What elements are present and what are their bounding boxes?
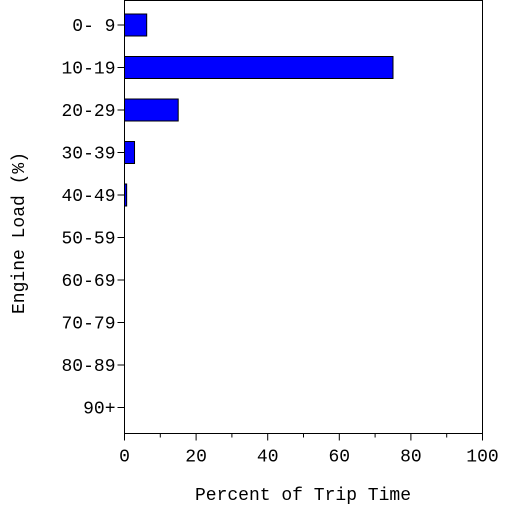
- y-axis: 0- 9 10-19 20-29 30-39 40-49 50-59 60-69 70-79 8…: [61, 17, 125, 420]
- y-tick-label: 30-39: [61, 145, 115, 165]
- bar: [124, 13, 148, 37]
- y-tick-label: 90+: [83, 400, 115, 420]
- y-tick-label: 70-79: [61, 315, 115, 335]
- x-axis-label: Percent of Trip Time: [195, 486, 411, 506]
- x-tick-label: 20: [185, 448, 207, 468]
- bar: [124, 98, 179, 122]
- y-axis-label: Engine Load (%): [10, 152, 30, 314]
- bar: [124, 183, 128, 207]
- y-tick-label: 80-89: [61, 357, 115, 377]
- y-tick-label: 40-49: [61, 187, 115, 207]
- y-tick-label: 20-29: [61, 102, 115, 122]
- y-tick-label: 50-59: [61, 230, 115, 250]
- x-axis: 0 20 40 60 80 100: [119, 433, 499, 468]
- x-tick-label: 100: [466, 448, 498, 468]
- x-tick-label: 80: [400, 448, 422, 468]
- y-tick-label: 10-19: [61, 60, 115, 80]
- y-tick-label: 0- 9: [72, 17, 115, 37]
- bar: [124, 56, 394, 79]
- x-tick-label: 60: [328, 448, 350, 468]
- bars-group: [124, 13, 394, 207]
- bar: [124, 141, 136, 164]
- x-tick-label: 40: [257, 448, 279, 468]
- x-tick-label: 0: [119, 448, 130, 468]
- y-tick-label: 60-69: [61, 272, 115, 292]
